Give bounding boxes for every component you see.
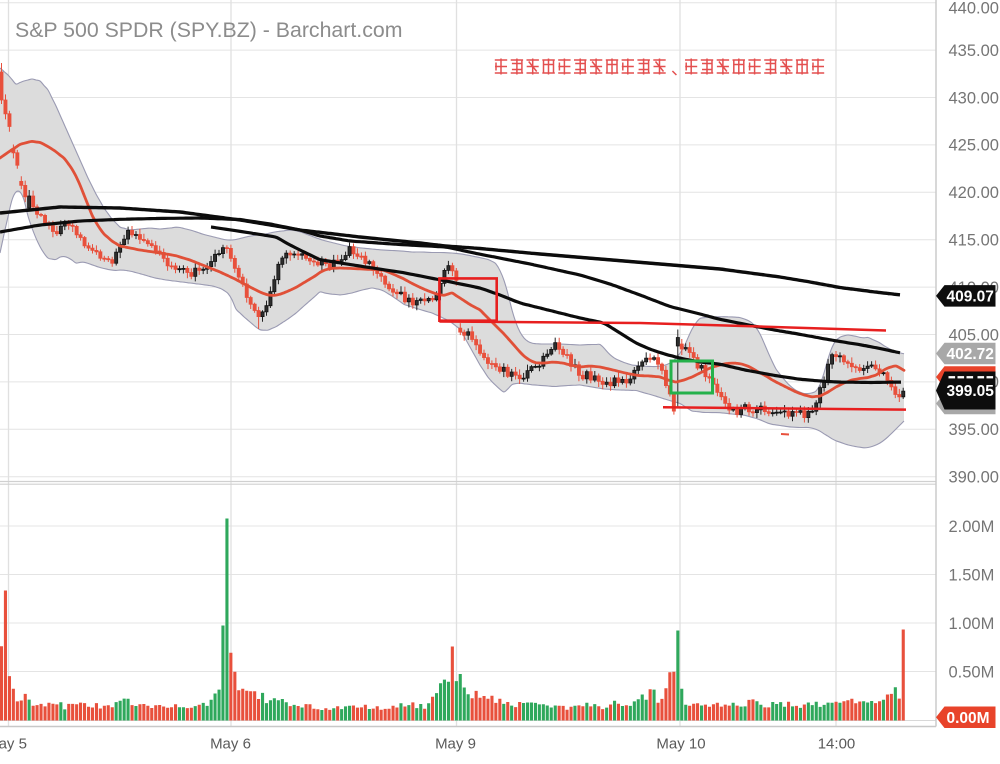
svg-text:May 9: May 9 <box>435 736 476 753</box>
svg-text:S&P 500 SPDR (SPY.BZ) - Barcha: S&P 500 SPDR (SPY.BZ) - Barchart.com <box>15 18 402 42</box>
svg-text:2.00M: 2.00M <box>949 518 995 536</box>
svg-text:1.00M: 1.00M <box>949 615 995 633</box>
svg-text:420.00: 420.00 <box>949 184 999 202</box>
svg-text:395.00: 395.00 <box>949 421 999 439</box>
svg-text:399.05: 399.05 <box>947 383 995 400</box>
svg-text:May 10: May 10 <box>656 736 705 753</box>
svg-text:390.00: 390.00 <box>949 469 999 487</box>
svg-text:May 6: May 6 <box>210 736 251 753</box>
svg-text:430.00: 430.00 <box>949 89 999 107</box>
svg-text:0.00M: 0.00M <box>947 710 990 727</box>
svg-text:425.00: 425.00 <box>949 137 999 155</box>
svg-text:440.00: 440.00 <box>949 0 999 17</box>
svg-text:14:00: 14:00 <box>818 736 856 753</box>
svg-text:0.50M: 0.50M <box>949 663 995 681</box>
svg-text:1.50M: 1.50M <box>949 566 995 584</box>
svg-text:May 5: May 5 <box>0 736 27 753</box>
svg-text:409.07: 409.07 <box>947 288 994 305</box>
svg-text:405.00: 405.00 <box>949 326 999 344</box>
svg-text:402.72: 402.72 <box>947 346 994 363</box>
svg-text:435.00: 435.00 <box>949 42 999 60</box>
svg-text:415.00: 415.00 <box>949 232 999 250</box>
